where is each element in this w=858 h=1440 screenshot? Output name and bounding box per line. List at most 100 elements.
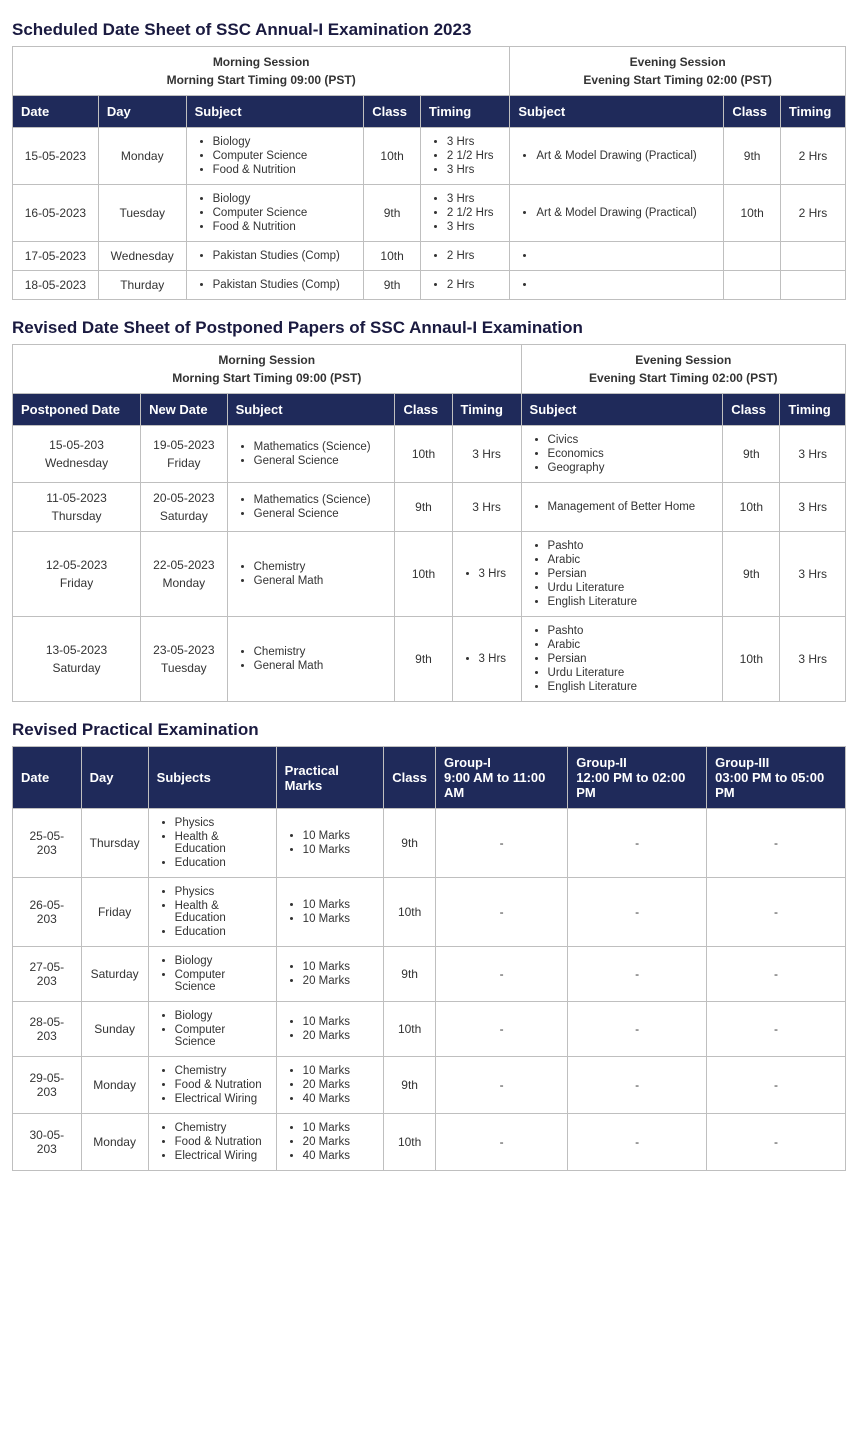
table2-title: Revised Date Sheet of Postponed Papers o… xyxy=(12,318,846,338)
cell-date: 26-05-203 xyxy=(13,878,82,947)
list-item: 10 Marks xyxy=(303,1122,376,1134)
cell-day: Wednesday xyxy=(98,242,186,271)
practical-table: DateDaySubjectsPractical MarksClassGroup… xyxy=(12,746,846,1171)
cell-evening-class: 10th xyxy=(723,483,780,532)
cell-morning-subjects: Mathematics (Science)General Science xyxy=(227,426,395,483)
cell-marks: 10 Marks 20 Marks xyxy=(276,1002,384,1057)
cell-morning-class: 9th xyxy=(364,185,421,242)
list-item: 3 Hrs xyxy=(479,653,513,665)
cell-group1: - xyxy=(435,1114,567,1171)
list-item: Chemistry xyxy=(175,1122,268,1134)
list-item: 2 Hrs xyxy=(447,250,501,262)
list-item: Food & Nutration xyxy=(175,1136,268,1148)
column-header-row: DateDaySubjectsPractical MarksClassGroup… xyxy=(13,747,846,809)
list-item: Art & Model Drawing (Practical) xyxy=(536,150,715,162)
list-item: Chemistry xyxy=(254,561,387,573)
cell-subjects: BiologyComputer Science xyxy=(148,1002,276,1057)
cell-group2: - xyxy=(568,878,707,947)
table-row: 25-05-203ThursdayPhysicsHealth & Educati… xyxy=(13,809,846,878)
cell-evening-class: 10th xyxy=(723,617,780,702)
column-header: Class xyxy=(724,96,781,128)
column-header: Group-I9:00 AM to 11:00 AM xyxy=(435,747,567,809)
cell-marks: 10 Marks20 Marks40 Marks xyxy=(276,1114,384,1171)
cell-class: 10th xyxy=(384,878,436,947)
cell-day: Monday xyxy=(81,1057,148,1114)
list-item: Education xyxy=(175,857,268,869)
list-item: Electrical Wiring xyxy=(175,1150,268,1162)
column-header: Date xyxy=(13,747,82,809)
cell-evening-timing: 3 Hrs xyxy=(780,483,846,532)
list-item: 20 Marks xyxy=(303,975,376,987)
list-item: 10 Marks xyxy=(303,961,376,973)
cell-group1: - xyxy=(435,809,567,878)
cell-evening-subjects xyxy=(510,242,724,271)
table-row: 17-05-2023WednesdayPakistan Studies (Com… xyxy=(13,242,846,271)
table-row: 27-05-203SaturdayBiologyComputer Science… xyxy=(13,947,846,1002)
list-item: Geography xyxy=(548,462,715,474)
cell-date: 29-05-203 xyxy=(13,1057,82,1114)
cell-new-date: 23-05-2023Tuesday xyxy=(141,617,228,702)
cell-evening-timing: 3 Hrs xyxy=(780,426,846,483)
list-item: 3 Hrs xyxy=(447,221,501,233)
list-item: Electrical Wiring xyxy=(175,1093,268,1105)
list-item: 3 Hrs xyxy=(447,164,501,176)
table-row: 28-05-203SundayBiologyComputer Science10… xyxy=(13,1002,846,1057)
list-item: 10 Marks xyxy=(303,1016,376,1028)
list-item: Health & Education xyxy=(175,831,268,855)
column-header: Group-II12:00 PM to 02:00 PM xyxy=(568,747,707,809)
cell-morning-timing: 3 Hrs2 1/2 Hrs3 Hrs xyxy=(420,128,509,185)
cell-evening-class: 9th xyxy=(723,426,780,483)
cell-morning-timing: 2 Hrs xyxy=(420,242,509,271)
list-item: 10 Marks xyxy=(303,899,376,911)
column-header: Timing xyxy=(452,394,521,426)
cell-evening-subjects: Art & Model Drawing (Practical) xyxy=(510,128,724,185)
list-item: Biology xyxy=(213,136,356,148)
cell-date: 28-05-203 xyxy=(13,1002,82,1057)
list-item: Food & Nutrition xyxy=(213,164,356,176)
list-item: Persian xyxy=(548,653,715,665)
list-item: 40 Marks xyxy=(303,1150,376,1162)
list-item: Arabic xyxy=(548,554,715,566)
table-row: 13-05-2023Saturday23-05-2023TuesdayChemi… xyxy=(13,617,846,702)
list-item: 10 Marks xyxy=(303,1065,376,1077)
cell-group3: - xyxy=(707,1057,846,1114)
cell-evening-subjects: CivicsEconomicsGeography xyxy=(521,426,723,483)
table-row: 11-05-2023Thursday20-05-2023SaturdayMath… xyxy=(13,483,846,532)
list-item: Pashto xyxy=(548,540,715,552)
list-item: Biology xyxy=(213,193,356,205)
list-item: 10 Marks xyxy=(303,830,376,842)
column-header: Class xyxy=(364,96,421,128)
cell-postponed-date: 11-05-2023Thursday xyxy=(13,483,141,532)
list-item: General Math xyxy=(254,660,387,672)
column-header: Subject xyxy=(521,394,723,426)
morning-session-header: Morning Session Morning Start Timing 09:… xyxy=(13,47,510,96)
list-item: 3 Hrs xyxy=(447,136,501,148)
column-header: Subject xyxy=(186,96,364,128)
column-header: Subjects xyxy=(148,747,276,809)
list-item: Physics xyxy=(175,817,268,829)
cell-date: 18-05-2023 xyxy=(13,271,99,300)
cell-morning-subjects: Mathematics (Science)General Science xyxy=(227,483,395,532)
list-item: 40 Marks xyxy=(303,1093,376,1105)
cell-group3: - xyxy=(707,1114,846,1171)
cell-day: Thurday xyxy=(98,271,186,300)
cell-day: Thursday xyxy=(81,809,148,878)
cell-marks: 10 Marks20 Marks40 Marks xyxy=(276,1057,384,1114)
evening-session-header: Evening Session Evening Start Timing 02:… xyxy=(521,345,845,394)
list-item: Health & Education xyxy=(175,900,268,924)
list-item: Pakistan Studies (Comp) xyxy=(213,279,356,291)
list-item: 20 Marks xyxy=(303,1030,376,1042)
table-row: 15-05-203Wednesday19-05-2023FridayMathem… xyxy=(13,426,846,483)
column-header: Practical Marks xyxy=(276,747,384,809)
cell-group1: - xyxy=(435,1057,567,1114)
cell-evening-subjects xyxy=(510,271,724,300)
column-header: Timing xyxy=(420,96,509,128)
cell-group1: - xyxy=(435,1002,567,1057)
list-item: 2 1/2 Hrs xyxy=(447,207,501,219)
cell-day: Sunday xyxy=(81,1002,148,1057)
cell-morning-class: 10th xyxy=(395,426,452,483)
list-item: Persian xyxy=(548,568,715,580)
cell-group2: - xyxy=(568,809,707,878)
cell-group2: - xyxy=(568,1114,707,1171)
cell-evening-timing: 3 Hrs xyxy=(780,532,846,617)
